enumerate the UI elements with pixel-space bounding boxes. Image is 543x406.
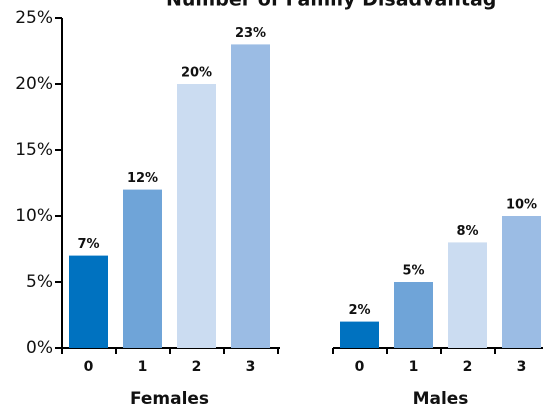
x-tick-label: 0: [84, 359, 94, 375]
bar: [231, 44, 270, 349]
bar: [448, 242, 487, 348]
chart-title: Number of Family Disadvantag: [166, 0, 496, 11]
group-label: Males: [413, 389, 469, 406]
value-label: 2%: [348, 303, 370, 318]
y-tick-label: 10%: [15, 206, 53, 226]
bar: [394, 282, 433, 348]
y-tick-label: 0%: [26, 338, 53, 358]
bar: [123, 189, 162, 348]
bar: [340, 321, 379, 348]
y-tick-label: 15%: [15, 140, 53, 160]
x-tick-label: 2: [192, 359, 202, 375]
y-tick-label: 5%: [26, 272, 53, 292]
x-tick-label: 3: [246, 359, 256, 375]
value-label: 23%: [235, 26, 266, 41]
value-label: 12%: [127, 171, 158, 186]
bar: [69, 255, 108, 348]
x-tick-label: 1: [138, 359, 148, 375]
bar: [177, 84, 216, 348]
value-label: 5%: [402, 264, 424, 279]
x-tick-label: 1: [409, 359, 419, 375]
y-tick-label: 25%: [15, 8, 53, 28]
value-label: 20%: [181, 66, 212, 81]
bar: [502, 216, 541, 348]
group-label: Females: [130, 389, 209, 406]
x-tick-label: 0: [355, 359, 365, 375]
value-label: 7%: [77, 237, 99, 252]
value-label: 10%: [506, 198, 537, 213]
value-label: 8%: [456, 224, 478, 239]
y-tick-label: 20%: [15, 74, 53, 94]
x-tick-label: 2: [463, 359, 473, 375]
x-tick-label: 3: [517, 359, 527, 375]
